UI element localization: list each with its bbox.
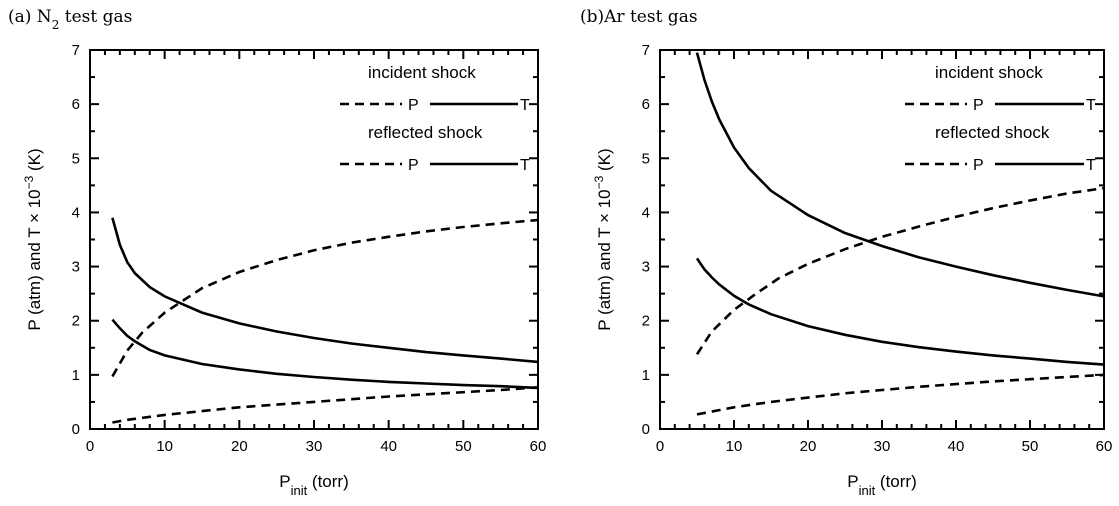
x-axis-label-subscript: init <box>859 483 876 498</box>
x-tick-label: 0 <box>86 438 94 455</box>
y-tick-label: 0 <box>642 421 650 438</box>
y-tick-label: 4 <box>72 204 80 221</box>
y-axis-label-text: P (atm) and T × 10 <box>25 189 44 330</box>
legend-group-label: reflected shock <box>935 123 1050 142</box>
plot-frame <box>660 50 1104 429</box>
x-tick-label: 50 <box>1022 438 1039 455</box>
x-tick-label: 10 <box>726 438 743 455</box>
series-line-1 <box>112 218 538 362</box>
y-tick-label: 5 <box>642 150 650 167</box>
series-line-1 <box>697 53 1104 297</box>
y-tick-label: 6 <box>642 96 650 113</box>
legend-key-t: T <box>1086 97 1096 114</box>
y-axis-label: P (atm) and T × 10−3 (K) <box>592 148 614 330</box>
y-tick-label: 2 <box>72 313 80 330</box>
panel-title-text: (a) N <box>8 7 52 27</box>
y-tick-label: 1 <box>642 367 650 384</box>
y-tick-label: 7 <box>642 42 650 59</box>
legend-group-label: incident shock <box>935 63 1043 82</box>
y-tick-label: 0 <box>72 421 80 438</box>
x-tick-label: 60 <box>530 438 547 455</box>
x-tick-label: 60 <box>1096 438 1113 455</box>
series-line-0 <box>112 220 538 377</box>
legend-group-label: incident shock <box>368 63 476 82</box>
y-axis-label-rest: (K) <box>595 148 614 175</box>
panel-title: (b)Ar test gas <box>580 7 698 27</box>
series-line-3 <box>697 258 1104 364</box>
x-axis-label-text: P <box>847 472 858 491</box>
legend-group-label: reflected shock <box>368 123 483 142</box>
legend-key-p: P <box>408 97 419 114</box>
chart-panel-ar: (b)Ar test gas 0 10 20 30 40 50 60 0 1 2 3 4 5 6 7 Pinit… <box>580 7 1112 498</box>
panel-title: (a) N2 test gas <box>8 7 132 32</box>
legend-key-t: T <box>520 157 530 174</box>
x-tick-label: 30 <box>306 438 323 455</box>
x-axis-label: Pinit (torr) <box>279 472 349 498</box>
x-axis-label-rest: (torr) <box>875 472 917 491</box>
x-axis-label: Pinit (torr) <box>847 472 917 498</box>
y-axis-label-text: P (atm) and T × 10 <box>595 189 614 330</box>
y-axis-label-superscript: −3 <box>592 175 606 189</box>
y-tick-label: 5 <box>72 150 80 167</box>
x-axis-label-rest: (torr) <box>307 472 349 491</box>
x-tick-label: 0 <box>656 438 664 455</box>
x-tick-label: 30 <box>874 438 891 455</box>
panel-title-subscript: 2 <box>52 18 60 32</box>
y-tick-label: 1 <box>72 367 80 384</box>
y-tick-label: 4 <box>642 204 650 221</box>
y-tick-label: 3 <box>72 259 80 276</box>
x-tick-label: 20 <box>800 438 817 455</box>
series-line-2 <box>697 375 1104 415</box>
y-axis-label: P (atm) and T × 10−3 (K) <box>22 148 44 330</box>
y-tick-label: 7 <box>72 42 80 59</box>
y-tick-label: 3 <box>642 259 650 276</box>
series-line-0 <box>697 188 1104 354</box>
panel-title-text: (b)Ar test gas <box>580 7 698 27</box>
y-tick-label: 6 <box>72 96 80 113</box>
y-tick-label: 2 <box>642 313 650 330</box>
legend-key-p: P <box>973 157 984 174</box>
legend-key-t: T <box>520 97 530 114</box>
x-tick-label: 50 <box>455 438 472 455</box>
panel-title-rest: test gas <box>59 7 132 27</box>
x-tick-label: 20 <box>231 438 248 455</box>
x-axis-label-subscript: init <box>291 483 308 498</box>
x-tick-label: 40 <box>948 438 965 455</box>
legend-key-p: P <box>408 157 419 174</box>
series-line-3 <box>112 320 538 388</box>
y-axis-label-superscript: −3 <box>22 175 36 189</box>
x-tick-label: 10 <box>156 438 173 455</box>
plot-frame <box>90 50 538 429</box>
y-axis-label-rest: (K) <box>25 148 44 175</box>
legend-key-t: T <box>1086 157 1096 174</box>
series-line-2 <box>112 387 538 422</box>
x-axis-label-text: P <box>279 472 290 491</box>
legend-key-p: P <box>973 97 984 114</box>
x-tick-label: 40 <box>380 438 397 455</box>
